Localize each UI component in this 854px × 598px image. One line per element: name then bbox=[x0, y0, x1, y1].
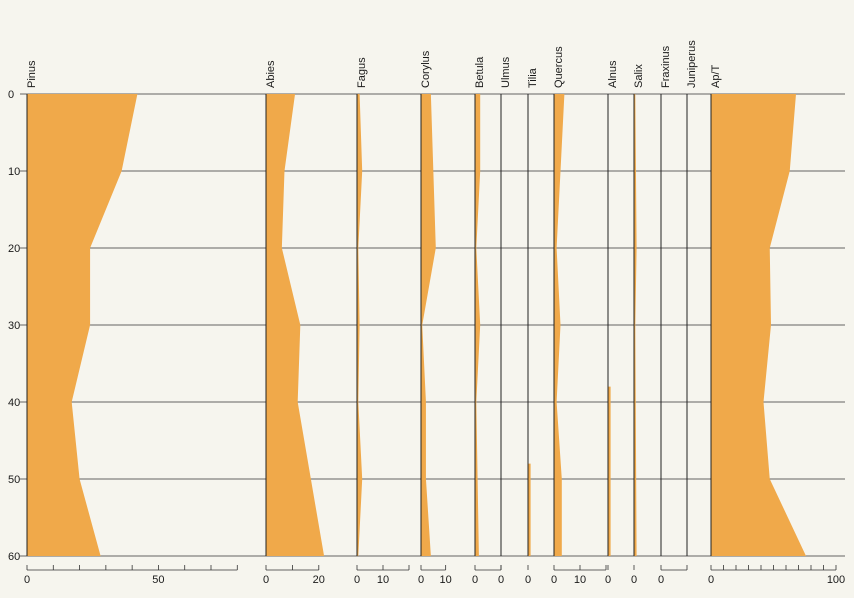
panel-tilia: Tilia 0 bbox=[525, 67, 539, 586]
profile-area bbox=[421, 94, 436, 556]
scale-tick-label: 0 bbox=[498, 574, 504, 586]
panel-ulmus: Ulmus 0 bbox=[498, 56, 512, 586]
taxon-label: Alnus bbox=[607, 60, 619, 88]
scale-tick-label: 0 bbox=[472, 574, 478, 586]
panel-abies: Abies 0 20 bbox=[263, 60, 325, 586]
scale-tick-label: 50 bbox=[152, 574, 164, 586]
depth-tick-label: 50 bbox=[8, 474, 20, 486]
profile-area bbox=[475, 94, 481, 556]
panel-corylus: Corylus 0 10 bbox=[418, 50, 452, 586]
profile-area bbox=[554, 94, 565, 556]
scale-tick-label: 0 bbox=[525, 574, 531, 586]
taxon-label: Tilia bbox=[527, 67, 539, 88]
panel-fagus: Fagus 0 10 bbox=[354, 57, 410, 586]
scale-tick-label: 0 bbox=[263, 574, 269, 586]
profile-area bbox=[357, 94, 363, 556]
scale-tick-label: 0 bbox=[658, 574, 664, 586]
panel-betula: Betula 0 bbox=[472, 56, 502, 586]
taxon-label: Quercus bbox=[553, 46, 565, 88]
depth-tick-label: 30 bbox=[8, 320, 20, 332]
depth-tick-label: 60 bbox=[8, 551, 20, 563]
panel-quercus: Quercus 0 10 bbox=[551, 46, 607, 586]
scale-tick-label: 0 bbox=[418, 574, 424, 586]
taxon-label: Fagus bbox=[356, 57, 368, 88]
depth-tick-label: 10 bbox=[8, 166, 20, 178]
scale-tick-label: 0 bbox=[631, 574, 637, 586]
scale-tick-label: 0 bbox=[605, 574, 611, 586]
depth-tick-label: 40 bbox=[8, 397, 20, 409]
scale-tick-label: 0 bbox=[708, 574, 714, 586]
taxon-label: Betula bbox=[474, 56, 486, 88]
profile-area bbox=[634, 94, 637, 556]
taxon-label: Ulmus bbox=[500, 56, 512, 88]
scale-tick-label: 0 bbox=[24, 574, 30, 586]
taxon-label: Abies bbox=[265, 60, 277, 88]
taxon-label: Corylus bbox=[420, 50, 432, 88]
depth-tick-label: 20 bbox=[8, 243, 20, 255]
scale-tick-label: 10 bbox=[377, 574, 389, 586]
panel-apt: Ap/T 0 100 bbox=[708, 64, 845, 586]
taxon-label: Fraxinus bbox=[660, 45, 672, 88]
scale-tick-label: 0 bbox=[354, 574, 360, 586]
panel-alnus: Alnus 0 bbox=[605, 60, 619, 586]
scale-tick-label: 10 bbox=[440, 574, 452, 586]
scale-tick-label: 20 bbox=[313, 574, 325, 586]
taxon-label: Ap/T bbox=[710, 64, 722, 88]
taxon-label: Juniperus bbox=[686, 40, 698, 88]
panel-pinus: Pinus 0 50 bbox=[24, 60, 238, 586]
scale-tick-label: 10 bbox=[574, 574, 586, 586]
profile-area bbox=[608, 94, 611, 556]
depth-tick-label: 0 bbox=[8, 89, 14, 101]
panel-salix: Salix 0 bbox=[631, 64, 645, 586]
panel-juniperus: Juniperus bbox=[686, 40, 698, 556]
panel-fraxinus: Fraxinus 0 bbox=[658, 45, 688, 586]
scale-tick-label: 100 bbox=[827, 574, 845, 586]
profile-area bbox=[711, 94, 806, 556]
taxon-label: Salix bbox=[633, 64, 645, 88]
profile-area bbox=[266, 94, 325, 556]
taxon-label: Pinus bbox=[26, 60, 38, 88]
profile-area bbox=[27, 94, 138, 556]
scale-tick-label: 0 bbox=[551, 574, 557, 586]
